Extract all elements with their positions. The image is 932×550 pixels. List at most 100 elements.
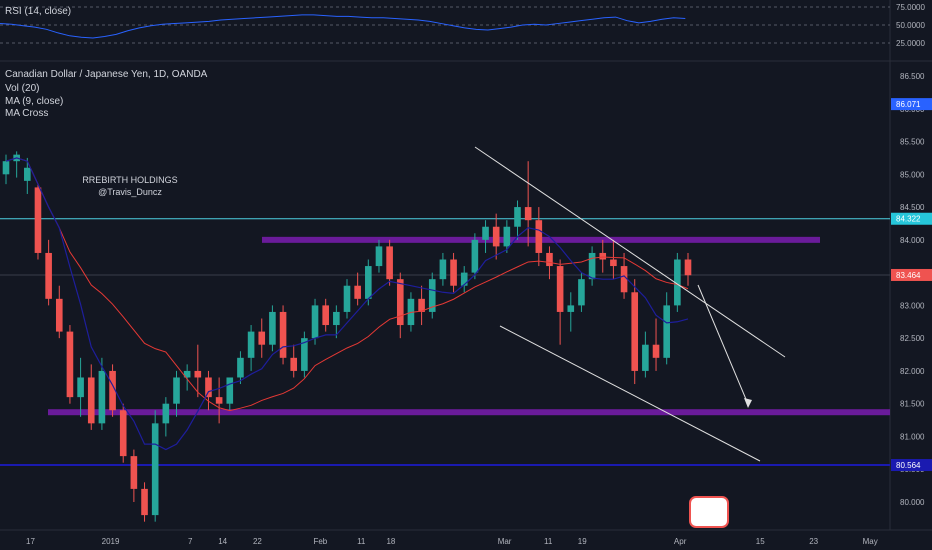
- candle-body: [439, 259, 447, 280]
- candle-body: [290, 357, 298, 371]
- support-zone: [48, 409, 890, 416]
- time-tick-label: 15: [756, 537, 765, 546]
- price-tick-label: 81.000: [900, 432, 925, 441]
- candle-body: [642, 344, 649, 371]
- candle-body: [546, 252, 553, 267]
- time-tick-label: May: [863, 537, 878, 546]
- candle-body: [311, 305, 319, 339]
- projection-arrowhead: [744, 398, 752, 408]
- candle-body: [247, 331, 255, 358]
- candle-body: [365, 266, 372, 299]
- price-label-text: 83.464: [896, 271, 921, 280]
- candle-body: [524, 207, 532, 221]
- candle-body: [492, 226, 500, 247]
- candle-body: [34, 187, 42, 253]
- candle-body: [631, 292, 639, 371]
- time-tick-label: Feb: [313, 537, 327, 546]
- candle-body: [396, 279, 404, 326]
- candle-body: [322, 305, 329, 326]
- candle-body: [183, 370, 191, 378]
- time-tick-label: 23: [809, 537, 818, 546]
- candle-body: [503, 226, 511, 247]
- candle-body: [24, 167, 31, 181]
- price-label-text: 84.322: [896, 215, 921, 224]
- candle-body: [151, 423, 159, 516]
- candle-body: [226, 377, 234, 404]
- rsi-tick-label: 25.0000: [896, 39, 925, 48]
- candle-body: [588, 252, 596, 280]
- candle-body: [258, 331, 266, 345]
- candle-body: [450, 259, 457, 286]
- lower-trendline: [499, 325, 761, 462]
- candle-body: [269, 311, 276, 345]
- candle-body: [237, 357, 244, 378]
- candle-body: [663, 305, 670, 358]
- candle-body: [556, 266, 564, 312]
- candle-body: [428, 279, 436, 312]
- candle-body: [205, 377, 212, 398]
- price-label-text: 80.564: [896, 461, 921, 470]
- price-tick-label: 85.500: [900, 138, 925, 147]
- candle-body: [514, 207, 521, 227]
- ma-legend: MA (9, close): [5, 96, 64, 107]
- vol-legend: Vol (20): [5, 83, 40, 94]
- price-label-text: 86.071: [896, 100, 921, 109]
- candle-body: [215, 397, 223, 404]
- watermark-line-2: @Travis_Duncz: [98, 187, 162, 197]
- candle-body: [620, 266, 628, 293]
- upper-trendline: [474, 146, 786, 358]
- candle-body: [162, 403, 170, 424]
- instrument-legend: Canadian Dollar / Japanese Yen, 1D, OAND…: [5, 69, 208, 80]
- price-tick-label: 82.000: [900, 367, 925, 376]
- candle-body: [610, 259, 617, 267]
- price-label-badge: [891, 459, 932, 472]
- candle-body: [45, 252, 52, 299]
- time-tick-label: 11: [544, 537, 553, 546]
- candle-body: [87, 377, 95, 424]
- price-tick-label: 84.000: [900, 236, 925, 245]
- projection-arrow: [697, 284, 749, 405]
- candle-body: [375, 246, 383, 267]
- candle-body: [194, 370, 202, 378]
- rsi-legend: RSI (14, close): [5, 6, 72, 17]
- candle-body: [674, 259, 681, 306]
- time-tick-label: Mar: [498, 537, 512, 546]
- price-label-badge: [891, 268, 932, 281]
- time-tick-label: 11: [357, 537, 366, 546]
- candle-body: [599, 252, 607, 260]
- logo-badge: [689, 496, 729, 528]
- watermark: RREBIRTH HOLDINGS @Travis_Duncz: [60, 174, 200, 198]
- candle-body: [333, 311, 340, 326]
- candle-body: [460, 272, 468, 286]
- candle-body: [652, 344, 660, 358]
- candle-body: [130, 456, 138, 489]
- time-tick-label: 22: [253, 537, 262, 546]
- candle-body: [343, 285, 351, 312]
- candle-body: [567, 305, 575, 312]
- watermark-line-1: RREBIRTH HOLDINGS: [82, 175, 178, 185]
- rsi-line: [0, 14, 686, 39]
- candle-body: [66, 331, 74, 398]
- rsi-tick-label: 50.0000: [896, 21, 925, 30]
- candle-body: [98, 370, 106, 424]
- candle-body: [471, 239, 479, 273]
- time-tick-label: Apr: [674, 537, 687, 546]
- price-tick-label: 81.500: [900, 400, 925, 409]
- candle-body: [418, 298, 425, 312]
- time-tick-label: 7: [188, 537, 193, 546]
- price-tick-label: 86.500: [900, 72, 925, 81]
- ma-fast-line: [5, 157, 689, 451]
- candle-body: [684, 259, 692, 276]
- rsi-tick-label: 75.0000: [896, 3, 925, 12]
- ma-slow-line: [5, 157, 689, 412]
- price-tick-label: 82.500: [900, 334, 925, 343]
- price-tick-label: 80.000: [900, 498, 925, 507]
- candle-body: [109, 370, 116, 411]
- price-tick-label: 85.000: [900, 170, 925, 179]
- candle-body: [2, 161, 10, 175]
- time-tick-label: 2019: [102, 537, 120, 546]
- candle-body: [173, 377, 180, 404]
- candle-body: [301, 338, 308, 371]
- candle-body: [55, 298, 63, 332]
